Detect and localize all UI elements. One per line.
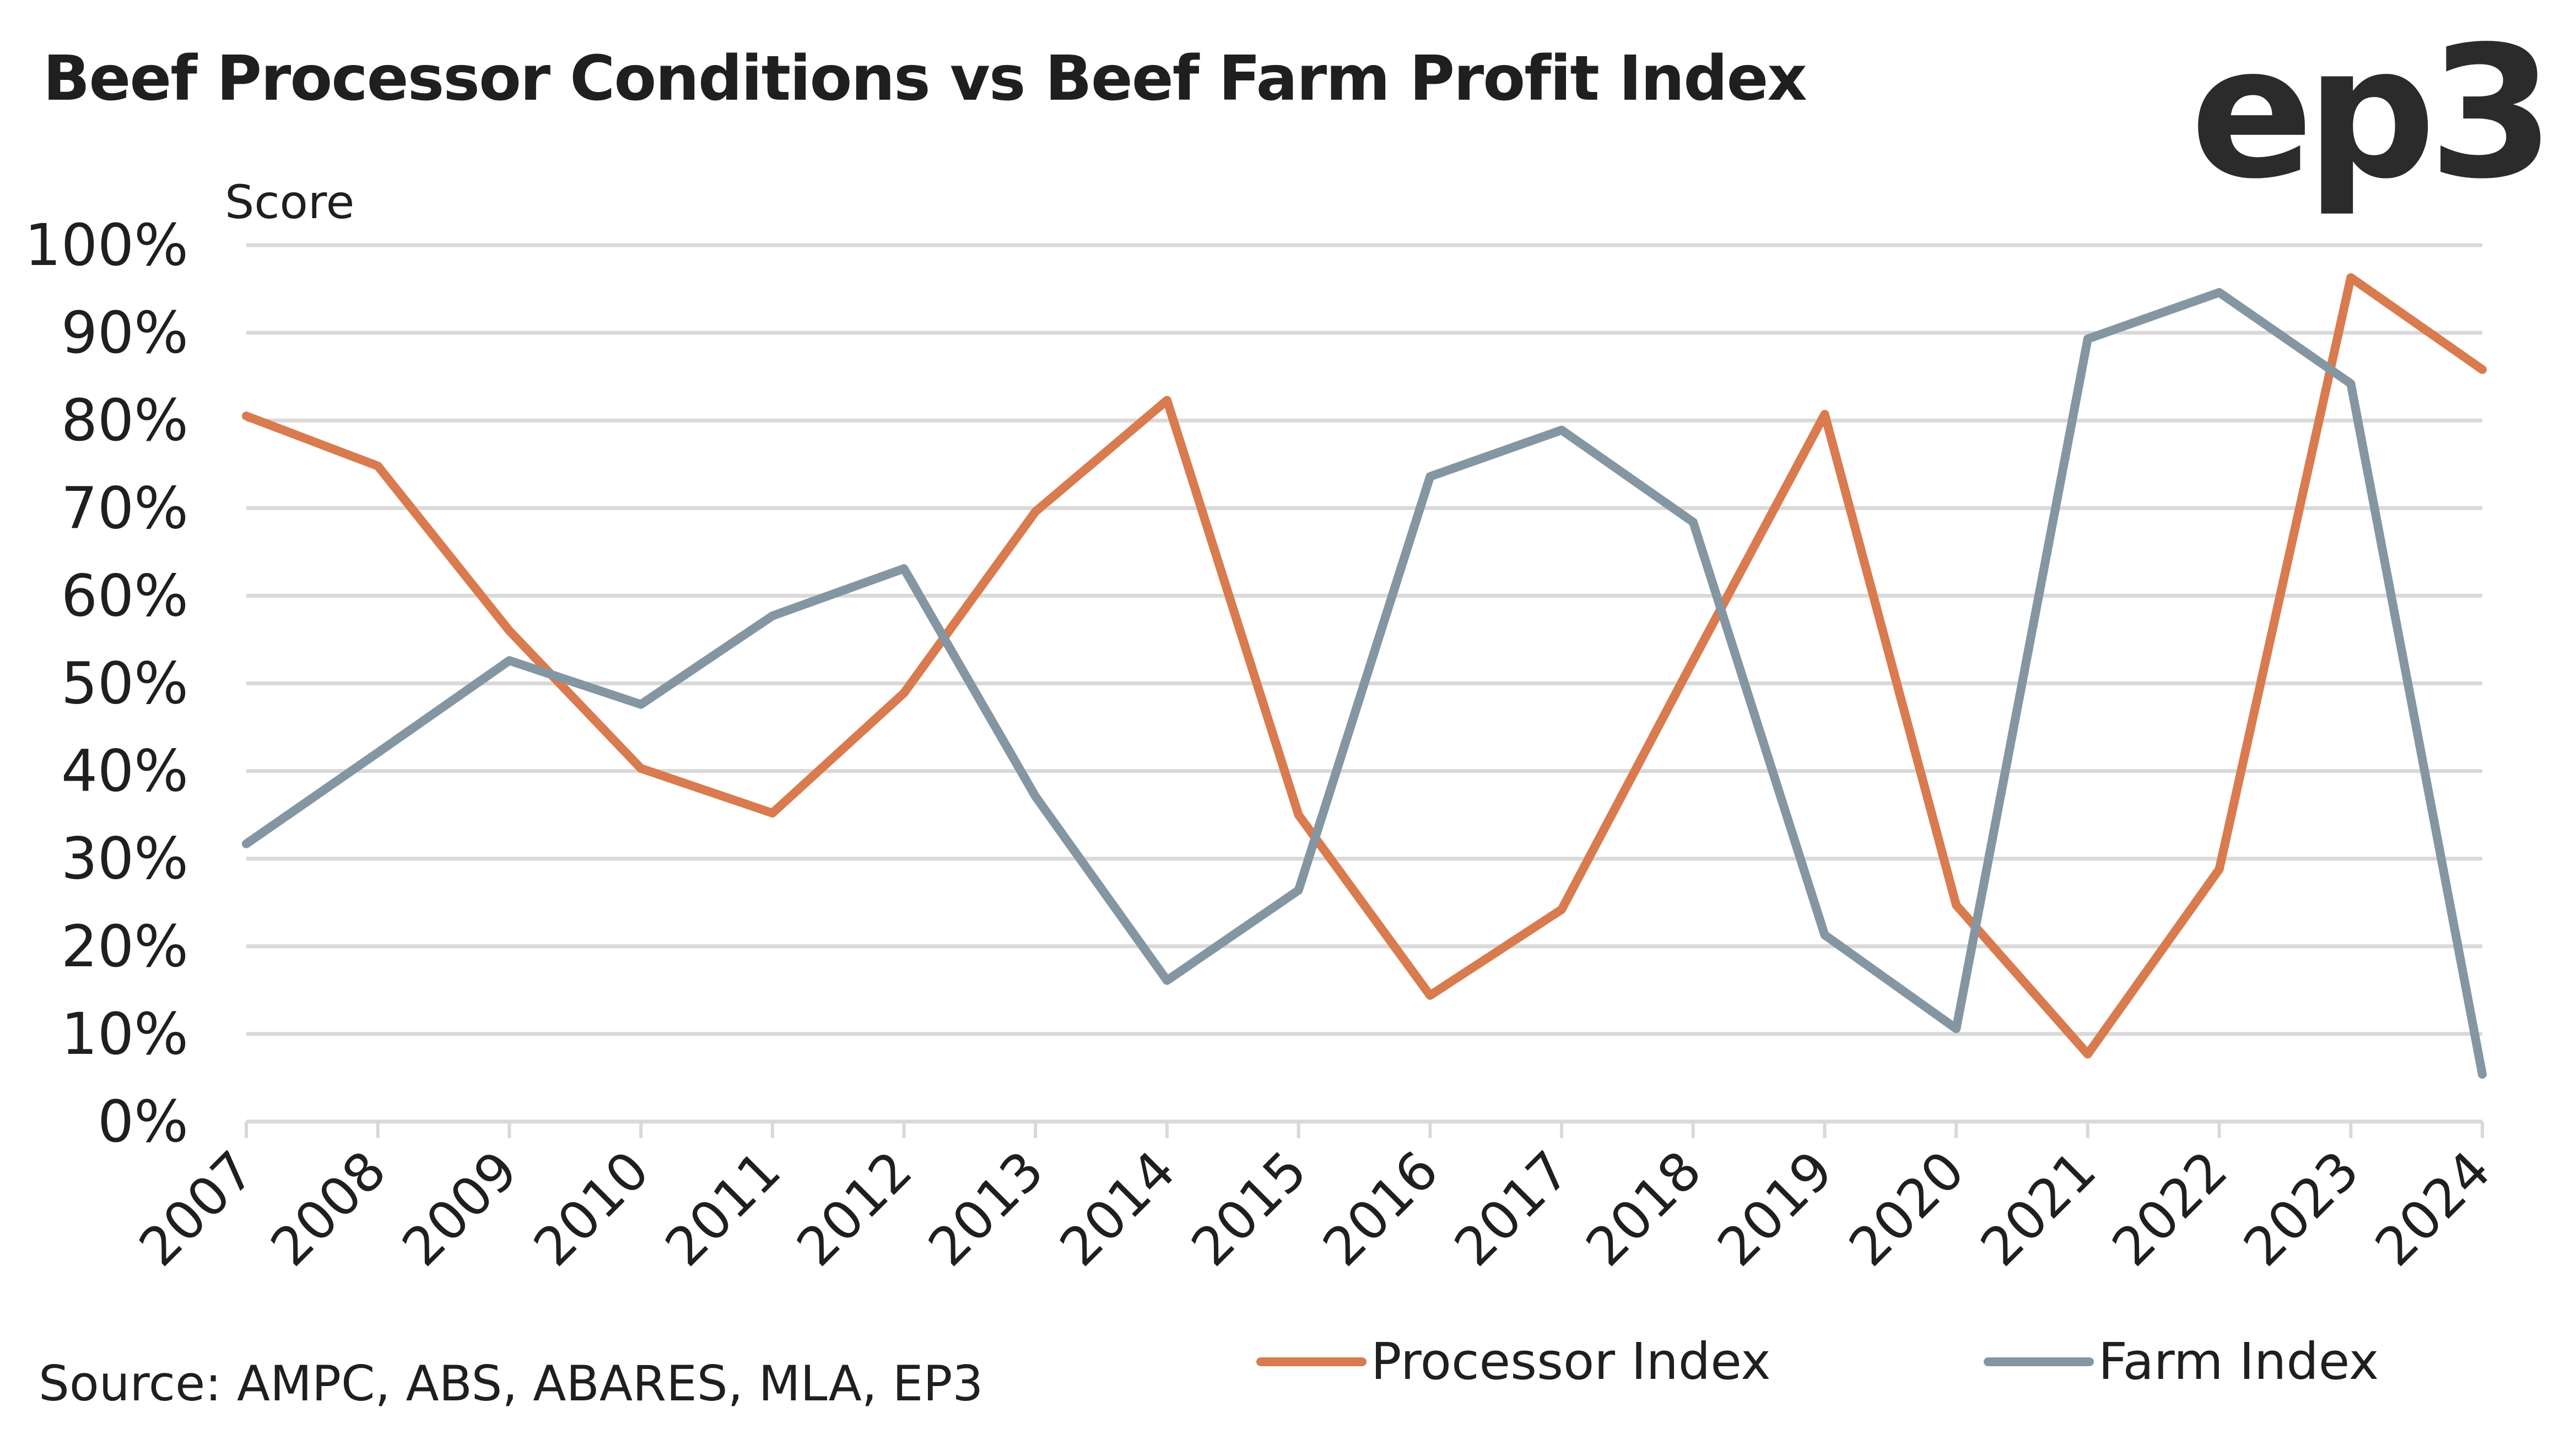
series-line-processor	[242, 273, 2487, 1059]
x-tick-label: 2019	[1706, 1139, 1845, 1278]
x-tick-label: 2017	[1443, 1139, 1581, 1278]
x-tick-label: 2012	[785, 1139, 924, 1278]
y-tick-label: 20%	[61, 913, 188, 980]
y-tick-label: 30%	[61, 825, 188, 892]
x-tick-label: 2007	[127, 1139, 266, 1278]
y-tick-label: 40%	[61, 738, 188, 805]
y-tick-label: 60%	[61, 562, 188, 629]
x-tick-label: 2018	[1574, 1139, 1713, 1278]
x-tick-label: 2009	[391, 1139, 530, 1278]
x-tick-label: 2014	[1048, 1139, 1187, 1278]
source-note: Source: AMPC, ABS, ABARES, MLA, EP3	[39, 1355, 984, 1412]
legend-item-farm: Farm Index	[1984, 1332, 2379, 1391]
legend-swatch-processor	[1256, 1357, 1367, 1366]
series-lines	[242, 273, 2487, 1079]
x-tick-label: 2022	[2100, 1139, 2239, 1278]
x-tick-label: 2021	[1969, 1139, 2108, 1278]
y-axis-label: Score	[225, 175, 355, 229]
legend-label-processor: Processor Index	[1371, 1332, 1771, 1391]
x-tick-label: 2023	[2232, 1139, 2371, 1278]
y-tick-label: 90%	[61, 299, 188, 366]
y-tick-label: 0%	[98, 1088, 188, 1155]
legend-label-farm: Farm Index	[2098, 1332, 2379, 1391]
x-tick-label: 2015	[1180, 1139, 1319, 1278]
chart-title: Beef Processor Conditions vs Beef Farm P…	[43, 43, 1807, 115]
legend-swatch-farm	[1984, 1357, 2094, 1366]
y-tick-label: 10%	[61, 1000, 188, 1068]
y-tick-label: 50%	[61, 650, 188, 717]
x-axis-ticks: 2007200820092010201120122013201420152016…	[127, 1122, 2502, 1278]
series-line-farm	[242, 288, 2487, 1079]
x-tick-label: 2020	[1837, 1139, 1976, 1278]
x-tick-label: 2016	[1311, 1139, 1450, 1278]
x-tick-label: 2011	[654, 1139, 792, 1278]
y-tick-label: 100%	[25, 212, 188, 279]
x-tick-label: 2024	[2363, 1139, 2502, 1278]
ep3-logo: ep3	[2190, 7, 2555, 219]
y-axis-ticks: 0% 10% 20% 30% 40% 50% 60% 70% 80% 90% 100%	[25, 212, 188, 1155]
x-tick-label: 2010	[522, 1139, 661, 1278]
gridlines	[246, 243, 2482, 1124]
x-tick-label: 2008	[259, 1139, 398, 1278]
y-tick-label: 70%	[61, 474, 188, 542]
legend-item-processor: Processor Index	[1256, 1332, 1771, 1391]
x-tick-label: 2013	[917, 1139, 1056, 1278]
y-tick-label: 80%	[61, 387, 188, 454]
